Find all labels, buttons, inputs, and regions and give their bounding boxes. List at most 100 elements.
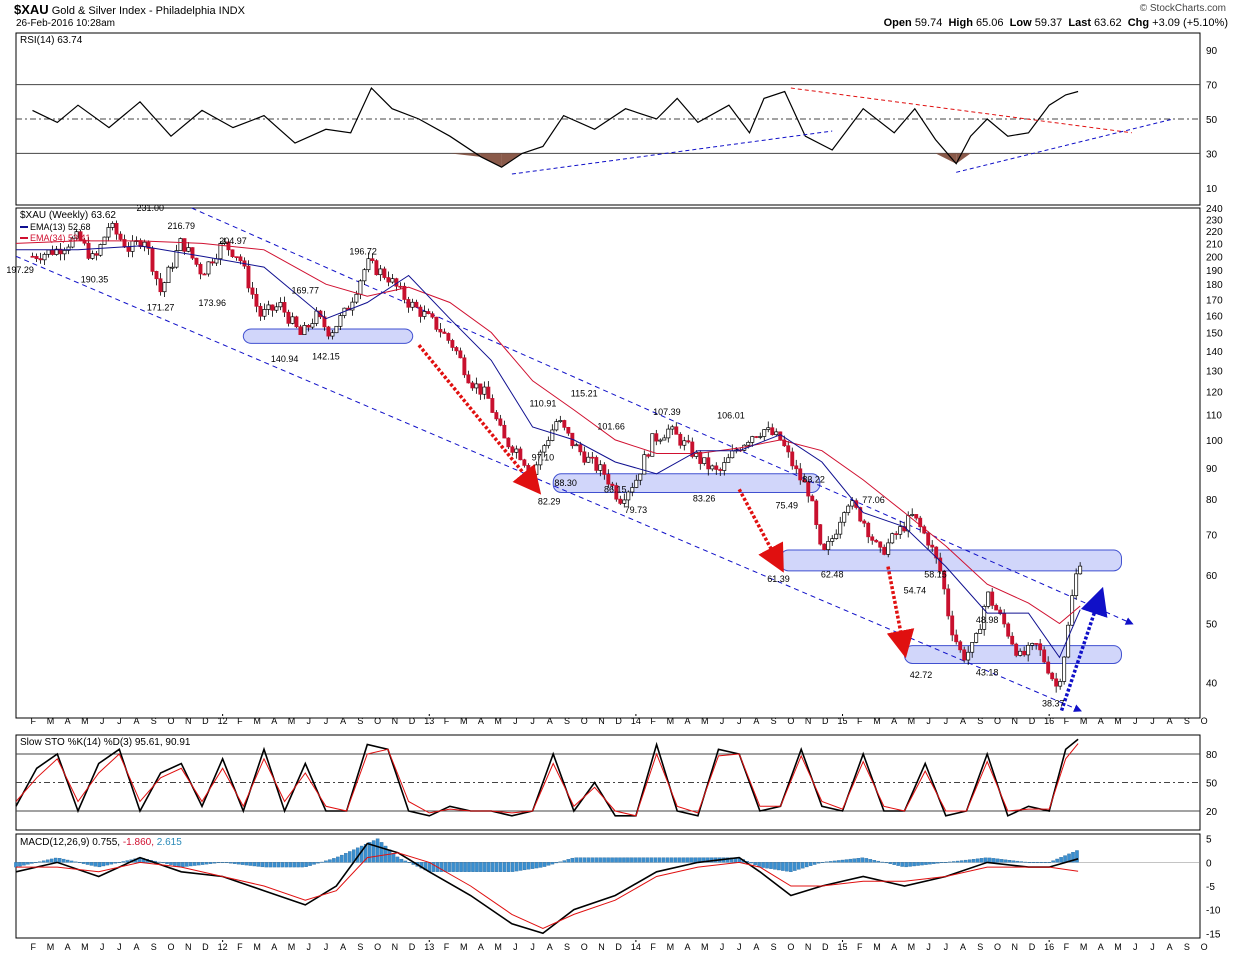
candle-up	[378, 268, 383, 276]
macd-histogram-bar	[451, 862, 455, 872]
macd-histogram-bar	[900, 862, 904, 867]
last-label: Last	[1068, 17, 1091, 29]
macd-histogram-bar	[316, 862, 320, 864]
price-y-tick-label: 70	[1206, 530, 1218, 541]
x-axis-label: N	[392, 716, 399, 726]
candle-up	[546, 440, 551, 446]
candle-down	[914, 514, 919, 519]
macd-histogram-bar	[884, 862, 888, 864]
candle-up	[66, 246, 71, 251]
timestamp: 26-Feb-2016 10:28am	[16, 18, 115, 29]
x-axis-label-bottom: M	[873, 942, 881, 952]
x-axis-label-bottom: N	[1011, 942, 1018, 952]
macd-histogram-bar	[73, 861, 78, 863]
macd-histogram-bar	[876, 860, 881, 863]
x-axis-label-bottom: D	[615, 942, 622, 952]
x-axis-label: J	[117, 716, 122, 726]
x-axis-label: M	[873, 716, 881, 726]
candle-down	[246, 265, 251, 289]
macd-histogram-bar	[1039, 862, 1043, 864]
macd-histogram-bar	[987, 857, 992, 863]
candle-down	[942, 570, 947, 590]
x-axis-label: D	[409, 716, 416, 726]
candle-down	[802, 479, 807, 483]
candle-down	[418, 306, 423, 317]
price-label: 48.98	[976, 615, 999, 625]
candle-down	[814, 500, 819, 525]
macd-histogram-bar	[542, 862, 547, 867]
candle-down	[946, 588, 951, 617]
x-axis-label: J	[1133, 716, 1138, 726]
price-label: 110.91	[529, 398, 556, 408]
candle-down	[210, 261, 215, 264]
candle-down	[498, 418, 503, 426]
price-label: 204.97	[219, 236, 247, 246]
macd-histogram-bar	[506, 862, 511, 872]
high-label: High	[948, 17, 973, 29]
macd-histogram-bar	[828, 861, 833, 863]
watermark: © StockCharts.com	[1139, 3, 1226, 14]
candle-up	[98, 244, 103, 256]
macd-histogram-bar	[240, 862, 245, 865]
candle-up	[974, 633, 979, 643]
price-label: 54.74	[904, 586, 927, 596]
x-axis-label-bottom: N	[805, 942, 812, 952]
quote-bar: Open 59.74 High 65.06 Low 59.37 Last 63.…	[884, 17, 1228, 29]
x-axis-label-bottom: S	[771, 942, 777, 952]
macd-legend-part: 0.755,	[89, 837, 120, 848]
candle-down	[962, 649, 967, 661]
candle-down	[382, 268, 387, 278]
macd-histogram-bar	[1059, 857, 1063, 863]
price-y-tick-label: 80	[1206, 495, 1218, 506]
candle-down	[930, 544, 935, 548]
macd-histogram-bar	[626, 857, 630, 863]
ema34-legend: EMA(34) 53.41	[30, 233, 91, 243]
macd-y-tick-label: -10	[1206, 906, 1221, 917]
x-axis-label: M	[288, 716, 296, 726]
candle-down	[38, 258, 43, 261]
price-label: 77.06	[862, 495, 885, 505]
macd-histogram-bar	[570, 857, 575, 863]
macd-histogram-bar	[268, 862, 273, 868]
x-axis-label-bottom: J	[1150, 942, 1155, 952]
macd-histogram-bar	[812, 862, 817, 865]
chg-value: +3.09 (+5.10%)	[1152, 17, 1228, 29]
candle-down	[618, 498, 623, 504]
macd-macd-line	[15, 842, 1079, 935]
macd-histogram-bar	[518, 862, 523, 871]
candle-down	[454, 347, 459, 352]
candle-down	[126, 246, 131, 252]
macd-histogram-bar	[407, 862, 412, 864]
candle-up	[278, 302, 283, 308]
trend-arrow	[417, 344, 542, 495]
candle-up	[542, 445, 547, 453]
macd-histogram-bar	[602, 857, 606, 863]
symbol: $XAU	[14, 2, 49, 17]
macd-histogram-bar	[14, 862, 18, 868]
ema34-line	[15, 240, 1081, 625]
macd-histogram-bar	[85, 862, 90, 865]
candle-down	[78, 231, 83, 241]
macd-histogram-bar	[932, 862, 936, 864]
x-axis-label-bottom: O	[167, 942, 174, 952]
macd-histogram-bar	[109, 862, 114, 865]
x-axis-label: S	[771, 716, 777, 726]
macd-histogram-bar	[177, 862, 181, 867]
macd-histogram-bar	[864, 858, 869, 863]
macd-histogram-bar	[832, 860, 837, 863]
candle-down	[714, 465, 719, 470]
macd-histogram-bar	[69, 860, 74, 863]
macd-histogram-bar	[665, 857, 670, 863]
candle-down	[490, 398, 495, 413]
rsi-y-tick-label: 50	[1206, 115, 1218, 126]
macd-histogram-bar	[948, 861, 952, 863]
x-axis-label-bottom: O	[994, 942, 1001, 952]
macd-histogram-bar	[105, 862, 110, 866]
x-axis-label: M	[253, 716, 261, 726]
macd-histogram-bar	[650, 857, 654, 863]
candle-up	[310, 323, 315, 328]
x-axis-label: D	[1029, 716, 1036, 726]
candle-down	[822, 543, 827, 550]
macd-histogram-bar	[248, 862, 253, 866]
